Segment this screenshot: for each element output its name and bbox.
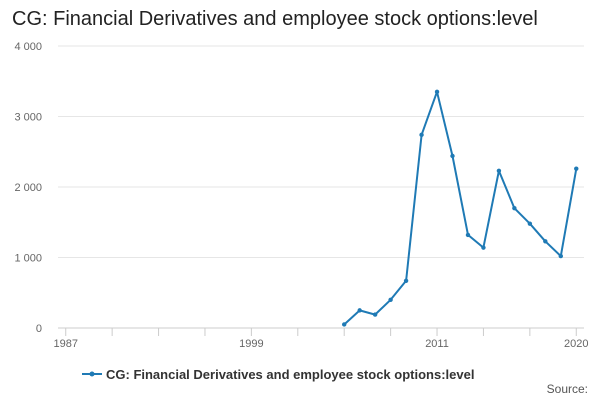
data-point[interactable]: [388, 297, 393, 302]
data-point[interactable]: [527, 221, 533, 226]
data-point[interactable]: [403, 278, 409, 283]
y-tick-label: 3 000: [14, 112, 42, 124]
x-tick-label: 1999: [239, 338, 263, 350]
chart-title: CG: Financial Derivatives and employee s…: [12, 8, 538, 30]
data-point[interactable]: [357, 308, 362, 313]
x-tick-label: 2020: [564, 338, 588, 350]
gridlines: [58, 45, 584, 258]
data-point[interactable]: [558, 253, 563, 259]
legend-label: CG: Financial Derivatives and employee s…: [106, 366, 475, 382]
data-point[interactable]: [450, 153, 455, 159]
source-label: Source:: [546, 382, 588, 396]
data-point[interactable]: [372, 312, 378, 317]
data-point[interactable]: [512, 205, 517, 211]
y-axis: 0 1 000 2 000 3 000 4 000: [14, 41, 42, 335]
y-tick-label: 1 000: [14, 253, 42, 265]
x-axis: [58, 327, 584, 336]
data-point[interactable]: [543, 239, 548, 244]
y-tick-label: 2 000: [14, 182, 42, 194]
y-tick-label: 4 000: [14, 41, 42, 53]
data-point[interactable]: [465, 232, 471, 238]
y-tick-label: 0: [36, 323, 42, 335]
series-layer: [342, 89, 579, 327]
x-tick-label: 2011: [425, 338, 449, 350]
data-point[interactable]: [419, 132, 424, 138]
data-point[interactable]: [342, 322, 347, 327]
data-point[interactable]: [496, 168, 502, 173]
series-line: [343, 90, 578, 326]
x-tick-label: 1987: [53, 338, 77, 350]
data-point[interactable]: [574, 166, 579, 171]
data-point[interactable]: [434, 89, 440, 95]
data-point[interactable]: [481, 245, 486, 250]
legend[interactable]: CG: Financial Derivatives and employee s…: [82, 366, 474, 382]
x-axis-labels: 1987 1999 2011 2020: [53, 338, 588, 350]
legend-line-marker-icon: [82, 371, 102, 377]
